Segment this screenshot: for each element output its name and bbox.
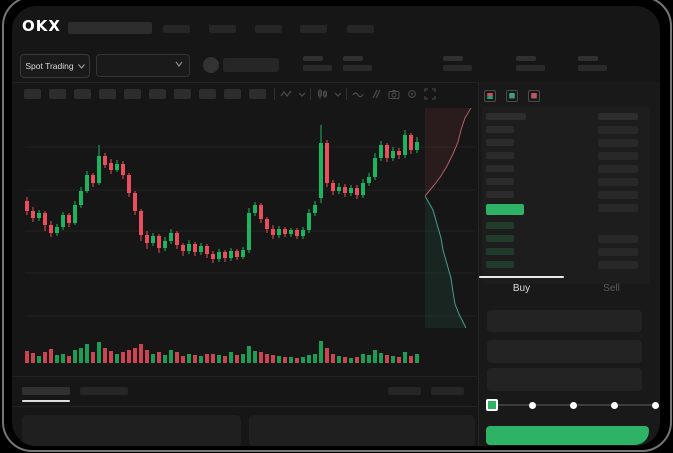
ticker-stat-label [578, 56, 598, 61]
ticker-stat-label [343, 56, 363, 61]
orderbook-bids-only-view-icon[interactable] [506, 90, 518, 102]
ticker-stat-value [303, 65, 332, 71]
bid-row[interactable] [486, 261, 514, 268]
book-amount-row[interactable] [598, 139, 638, 147]
order-book[interactable] [482, 106, 650, 284]
book-amount-row[interactable] [598, 178, 638, 186]
okx-logo[interactable]: OKX [22, 17, 61, 35]
buy-sell-tabs: Buy Sell [479, 276, 660, 304]
bid-row[interactable] [486, 235, 514, 242]
bottom-action-placeholder[interactable] [388, 387, 421, 395]
timeframe-button[interactable] [249, 89, 266, 99]
orderbook-combined-view-icon[interactable] [484, 90, 496, 102]
book-amount-row[interactable] [598, 126, 638, 134]
bottom-tab-placeholder[interactable] [80, 387, 128, 395]
ticker-stat-label [443, 56, 463, 61]
orderbook-asks-only-view-icon[interactable] [528, 90, 540, 102]
indicator-zigzag-icon[interactable] [280, 88, 292, 100]
nav-item-placeholder[interactable] [163, 25, 190, 33]
ticker-stat-value [516, 65, 545, 71]
nav-item-placeholder[interactable] [209, 25, 236, 33]
price-input-placeholder[interactable] [487, 310, 642, 332]
book-amount-row[interactable] [598, 235, 638, 243]
search-placeholder[interactable] [68, 22, 152, 34]
ask-row[interactable] [486, 139, 514, 146]
nav-item-placeholder[interactable] [255, 25, 282, 33]
ticker-stat-value [443, 65, 472, 71]
ask-row[interactable] [486, 126, 514, 133]
timeframe-button[interactable] [199, 89, 216, 99]
slider-stop[interactable] [569, 401, 577, 409]
timeframe-button[interactable] [49, 89, 66, 99]
compare-layers-icon[interactable] [370, 88, 382, 100]
last-price-highlight[interactable] [486, 204, 524, 215]
timeframe-button[interactable] [124, 89, 141, 99]
fullscreen-expand-icon[interactable] [424, 88, 436, 100]
slider-stop[interactable] [651, 401, 659, 409]
ask-row[interactable] [486, 165, 514, 172]
bottom-action-placeholder[interactable] [431, 387, 464, 395]
bottom-tab-active-underline [22, 400, 70, 402]
active-tab-indicator [479, 276, 564, 278]
ask-row[interactable] [486, 152, 514, 159]
app-window: OKX Spot Trading [12, 6, 660, 446]
book-header-amount [598, 113, 638, 120]
bid-row[interactable] [486, 248, 514, 255]
book-amount-row[interactable] [598, 204, 638, 212]
bottom-tab-active-placeholder[interactable] [22, 387, 70, 395]
chevron-down-icon[interactable] [332, 88, 344, 100]
slider-handle[interactable] [486, 399, 498, 411]
pair-name-placeholder [223, 58, 279, 72]
nav-item-placeholder[interactable] [347, 25, 374, 33]
slider-stop[interactable] [610, 401, 618, 409]
candle-style-icon[interactable] [316, 88, 328, 100]
nav-item-placeholder[interactable] [300, 25, 327, 33]
ticker-stat-label [516, 56, 536, 61]
tab-sell[interactable]: Sell [603, 283, 620, 294]
tab-buy[interactable]: Buy [512, 283, 531, 294]
depth-chart [425, 108, 472, 328]
ticker-stat-label [303, 56, 323, 61]
total-input-placeholder[interactable] [487, 368, 642, 391]
buy-submit-button[interactable] [486, 426, 649, 445]
timeframe-button[interactable] [24, 89, 41, 99]
book-header-price [486, 113, 526, 120]
timeframe-button[interactable] [99, 89, 116, 99]
ask-row[interactable] [486, 191, 514, 198]
book-amount-row[interactable] [598, 191, 638, 199]
book-amount-row[interactable] [598, 165, 638, 173]
slider-stop[interactable] [528, 401, 536, 409]
chart-settings-gear-icon[interactable] [406, 88, 418, 100]
pair-select[interactable] [96, 54, 190, 77]
ticker-stat-value [578, 65, 607, 71]
camera-snapshot-icon[interactable] [388, 88, 400, 100]
book-amount-row[interactable] [598, 248, 638, 256]
book-amount-row[interactable] [598, 152, 638, 160]
order-history-panel-placeholder [249, 415, 475, 446]
ask-row[interactable] [486, 178, 514, 185]
timeframe-button[interactable] [149, 89, 166, 99]
timeframe-button[interactable] [74, 89, 91, 99]
market-type-selector[interactable]: Spot Trading [20, 54, 90, 78]
chevron-down-icon[interactable] [296, 88, 308, 100]
book-amount-row[interactable] [598, 261, 638, 269]
timeframe-button[interactable] [224, 89, 241, 99]
line-chart-icon[interactable] [352, 88, 364, 100]
chevron-down-icon [175, 61, 183, 67]
chevron-down-icon [77, 63, 85, 69]
amount-input-placeholder[interactable] [487, 340, 642, 363]
ticker-stat-value [343, 65, 372, 71]
timeframe-button[interactable] [174, 89, 191, 99]
trade-panel: Buy Sell [478, 82, 660, 446]
bid-row[interactable] [486, 222, 514, 229]
open-orders-panel-placeholder [22, 415, 241, 446]
coin-avatar [203, 57, 219, 73]
market-type-label: Spot Trading [25, 61, 74, 71]
candlestick-chart[interactable] [25, 105, 475, 363]
